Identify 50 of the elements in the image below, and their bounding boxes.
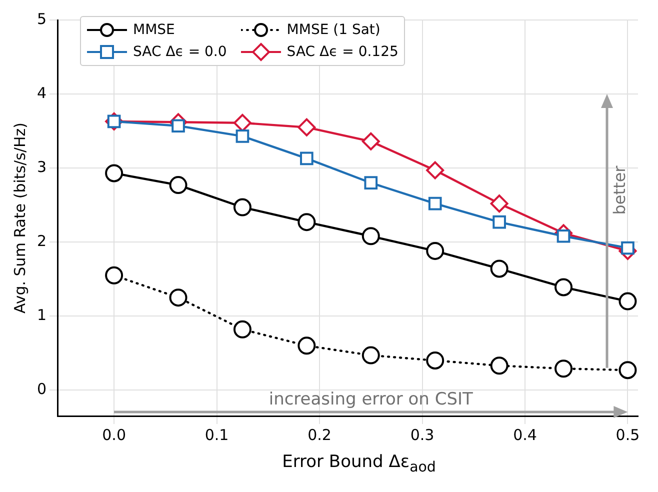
point [621,241,634,255]
point [362,227,380,246]
annotation: increasing error on CSIT [268,389,474,410]
point [426,242,444,260]
point [169,176,188,194]
point [492,215,506,229]
point [105,164,124,182]
y-tick-label: 2 [36,232,47,250]
y-tick-label: 0 [36,380,47,398]
point [362,132,380,150]
point [554,360,573,378]
y-tick-label: 3 [36,158,47,176]
point [490,194,508,213]
y-tick-label: 5 [36,10,47,28]
y-tick-label: 1 [36,306,47,324]
x-tick-label: 0.1 [204,426,229,444]
y-tick-label: 4 [36,84,47,102]
point [426,351,444,370]
point [490,260,508,278]
point [554,278,573,296]
x-tick-label: 0.5 [616,426,640,444]
point [364,176,378,190]
point [618,361,637,380]
point [169,288,188,307]
point [298,118,316,136]
point [490,356,508,375]
point [298,213,316,232]
point [300,152,314,166]
y-axis-title: Avg. Sum Rate (bits/s/Hz) [10,122,29,314]
point [105,266,124,284]
legend-label: MMSE (1 Sat) [286,22,380,38]
point [618,292,637,310]
point [362,346,380,364]
x-tick-label: 0.3 [410,426,434,444]
point [233,320,252,338]
point [233,198,252,216]
x-tick-label: 0.0 [102,426,126,444]
legend-label: MMSE [133,22,175,38]
point [426,161,444,180]
x-axis-title: Error Bound Δε$_{aod}$ [281,452,437,476]
x-tick-label: 0.2 [308,426,332,444]
point [556,229,570,243]
point [236,130,250,143]
x-tick-label: 0.4 [513,426,537,444]
point [172,119,185,133]
point [298,336,316,355]
legend-label: SAC Δϵ = 0.125 [286,44,398,60]
legend-label: SAC Δϵ = 0.0 [133,44,227,60]
point [428,196,442,210]
annotation: better [610,165,630,215]
